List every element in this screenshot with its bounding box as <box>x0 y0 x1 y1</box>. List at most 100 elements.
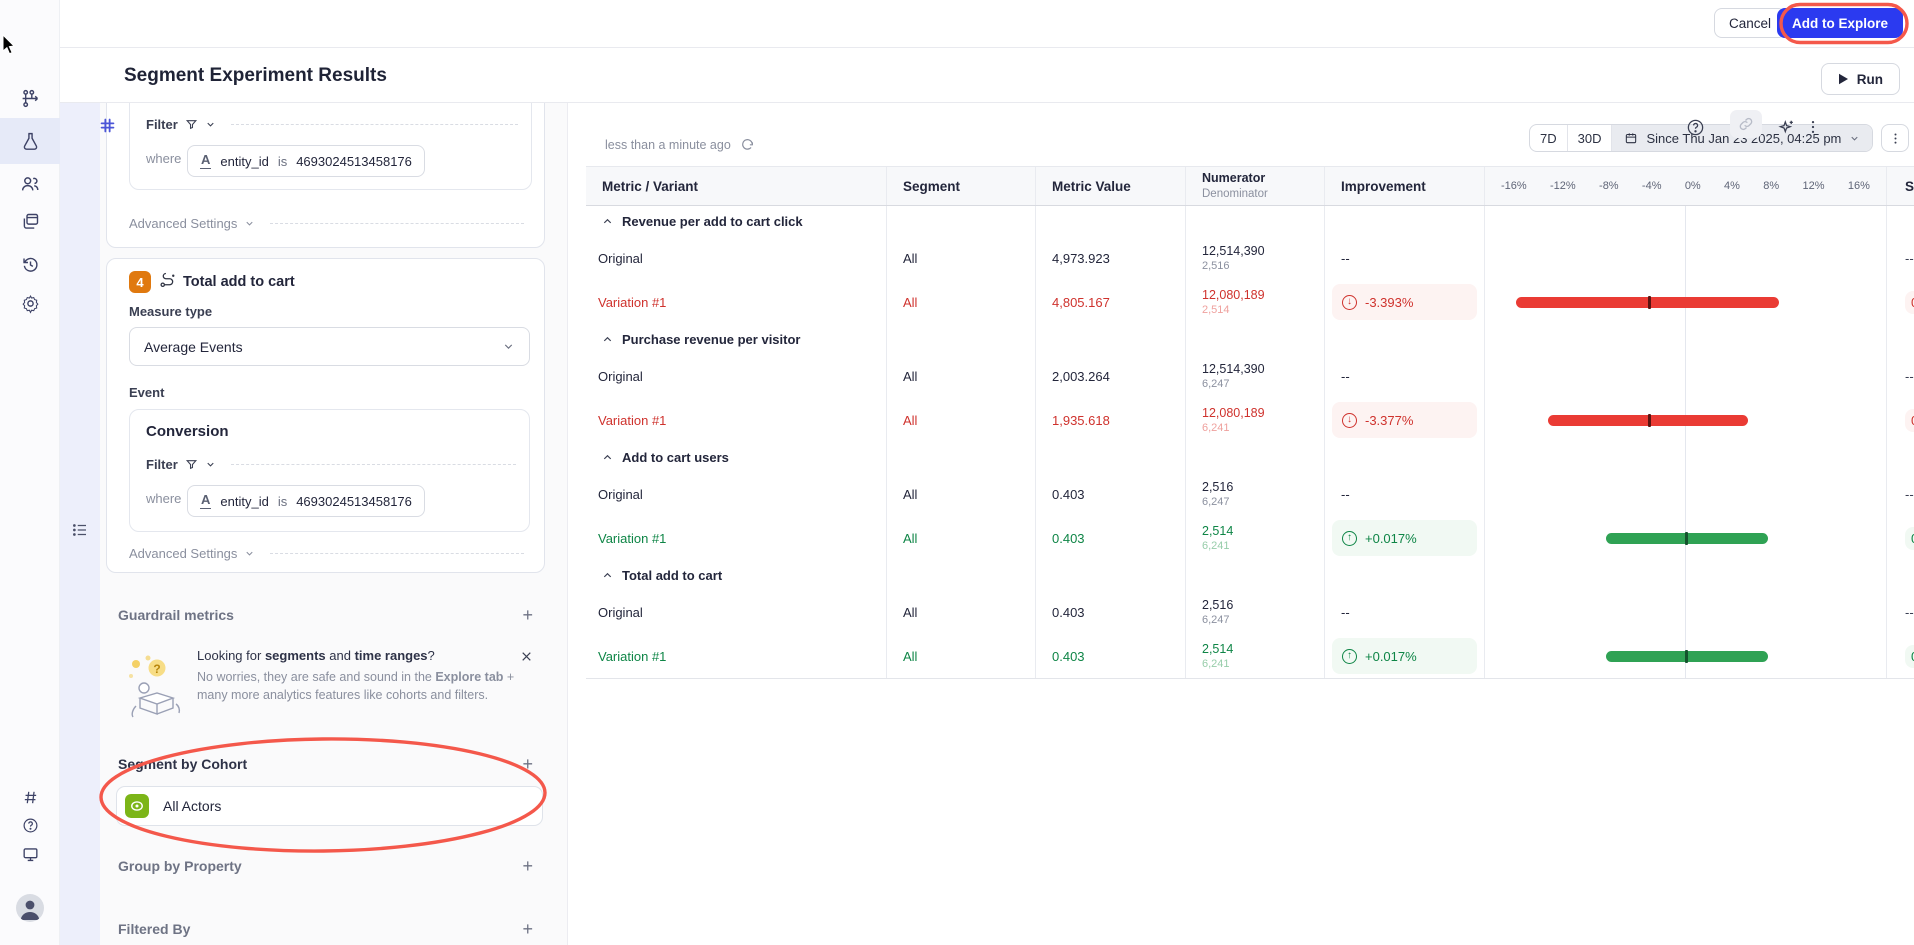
significance-cell: 0 <box>1887 516 1914 560</box>
segment-cell: All <box>887 398 1036 442</box>
zero-gridline <box>1685 236 1686 280</box>
metric-card-4: 4 Total add to cart Measure type Average… <box>106 258 545 573</box>
chart-cell <box>1485 324 1887 354</box>
zero-gridline <box>1685 324 1686 354</box>
metric-value-cell: 0.403 <box>1036 516 1186 560</box>
group-by-property-label: Group by Property <box>118 858 242 874</box>
significance-cell: -- <box>1905 604 1914 620</box>
history-icon[interactable] <box>0 241 60 287</box>
operator: is <box>277 493 288 509</box>
metric-group-row[interactable]: Revenue per add to cart click <box>586 206 1914 236</box>
improvement-cell: -- <box>1325 236 1485 280</box>
range-7d-button[interactable]: 7D <box>1530 125 1568 151</box>
chart-cell <box>1485 634 1887 678</box>
significance-cell: -- <box>1905 250 1914 266</box>
funnel-icon <box>185 120 197 130</box>
measure-type-select[interactable]: Average Events <box>129 327 530 366</box>
filter-toggle[interactable]: Filter <box>146 457 516 472</box>
metric-group-name[interactable]: Total add to cart <box>586 560 887 590</box>
chevron-up-icon[interactable] <box>602 334 613 345</box>
variant-row: Variation #1 All 1,935.618 12,080,189 6,241 ↓… <box>586 398 1914 442</box>
experiments-icon[interactable] <box>0 118 60 164</box>
chart-cell <box>1485 442 1887 472</box>
info-banner: ? Looking for segments and time ranges? … <box>118 648 533 718</box>
where-label: where <box>146 151 182 166</box>
filter-value: 4693024513458176 <box>296 153 412 169</box>
table-body: Revenue per add to cart click Original All… <box>586 206 1914 679</box>
mouse-cursor <box>2 34 16 55</box>
chevron-down-icon <box>246 221 254 226</box>
chevron-up-icon[interactable] <box>602 216 613 227</box>
chart-cell <box>1485 354 1887 398</box>
axis-tick: 16% <box>1847 180 1870 192</box>
chevron-up-icon[interactable] <box>602 452 613 463</box>
column-header-segment: Segment <box>887 167 1036 205</box>
metric-group-name[interactable]: Revenue per add to cart click <box>586 206 887 236</box>
chart-cell <box>1485 472 1887 516</box>
help-circle-icon[interactable] <box>1686 118 1705 137</box>
cohort-selector[interactable]: All Actors <box>116 786 543 826</box>
sparkles-icon[interactable] <box>1777 118 1796 137</box>
filtered-by-section[interactable]: Filtered By + <box>118 920 533 938</box>
boards-icon[interactable] <box>0 198 60 244</box>
chart-cell <box>1485 236 1887 280</box>
range-30d-button[interactable]: 30D <box>1568 125 1613 151</box>
denominator-value: 6,247 <box>1202 613 1230 626</box>
metric-group-row[interactable]: Purchase revenue per visitor <box>586 324 1914 354</box>
add-to-explore-button[interactable]: Add to Explore <box>1776 8 1903 38</box>
run-button[interactable]: Run <box>1820 63 1900 95</box>
help-icon[interactable] <box>0 812 60 838</box>
guardrail-metrics-section[interactable]: Guardrail metrics + <box>118 606 533 624</box>
users-icon[interactable] <box>0 161 60 207</box>
add-group-by-icon[interactable]: + <box>522 856 533 876</box>
measure-type-label: Measure type <box>129 304 213 319</box>
hash-icon[interactable] <box>0 784 60 810</box>
segment-cell: All <box>887 236 1036 280</box>
variant-name: Variation #1 <box>586 398 887 442</box>
numerator-denominator-cell: 12,514,390 6,247 <box>1186 354 1325 398</box>
metric-group-row[interactable]: Total add to cart <box>586 560 1914 590</box>
advanced-settings-label: Advanced Settings <box>129 216 238 231</box>
list-toggle-icon[interactable] <box>71 521 89 539</box>
settings-icon[interactable] <box>0 280 60 326</box>
column-header-numerator: Numerator Denominator <box>1186 167 1325 205</box>
group-by-property-section[interactable]: Group by Property + <box>118 857 533 875</box>
chart-cell <box>1485 398 1887 442</box>
filter-condition-chip[interactable]: A entity_id is 4693024513458176 <box>187 485 425 517</box>
metric-value-cell: 4,805.167 <box>1036 280 1186 324</box>
more-options-icon[interactable] <box>1804 118 1822 136</box>
table-options-icon[interactable] <box>1881 124 1909 152</box>
run-label: Run <box>1856 71 1883 87</box>
event-card: Conversion Filter where A entity_id is 4… <box>129 409 530 532</box>
variant-name: Original <box>586 354 887 398</box>
metric-group-name[interactable]: Purchase revenue per visitor <box>586 324 887 354</box>
variant-row: Original All 0.403 2,516 6,247 -- -- <box>586 472 1914 516</box>
segment-by-cohort-section[interactable]: Segment by Cohort + <box>118 755 533 773</box>
advanced-settings-toggle[interactable]: Advanced Settings <box>129 216 524 231</box>
metric-group-label: Revenue per add to cart click <box>622 213 803 229</box>
variant-name: Original <box>586 590 887 634</box>
numerator-denominator-cell: 2,514 6,241 <box>1186 516 1325 560</box>
add-cohort-icon[interactable]: + <box>522 754 533 774</box>
metric-group-row[interactable]: Add to cart users <box>586 442 1914 472</box>
flows-icon[interactable] <box>0 75 60 121</box>
chevron-up-icon[interactable] <box>602 570 613 581</box>
chevron-down-icon <box>1851 136 1859 141</box>
metric-value-cell: 0.403 <box>1036 472 1186 516</box>
metric-group-name[interactable]: Add to cart users <box>586 442 887 472</box>
desktop-icon[interactable] <box>0 840 60 868</box>
add-filter-icon[interactable]: + <box>522 919 533 939</box>
advanced-settings-toggle[interactable]: Advanced Settings <box>129 546 524 561</box>
close-icon[interactable] <box>520 650 533 663</box>
where-label: where <box>146 491 182 506</box>
significance-cell: -- <box>1905 486 1914 502</box>
filter-condition-chip[interactable]: A entity_id is 4693024513458176 <box>187 145 425 177</box>
add-guardrail-icon[interactable]: + <box>522 605 533 625</box>
point-estimate-tick <box>1685 531 1688 545</box>
cancel-button[interactable]: Cancel <box>1713 8 1786 38</box>
link-icon[interactable] <box>1730 110 1762 138</box>
filter-toggle[interactable]: Filter <box>146 117 518 132</box>
avatar[interactable] <box>16 894 44 922</box>
builder-gutter <box>60 103 100 945</box>
refresh-icon[interactable] <box>740 137 755 152</box>
